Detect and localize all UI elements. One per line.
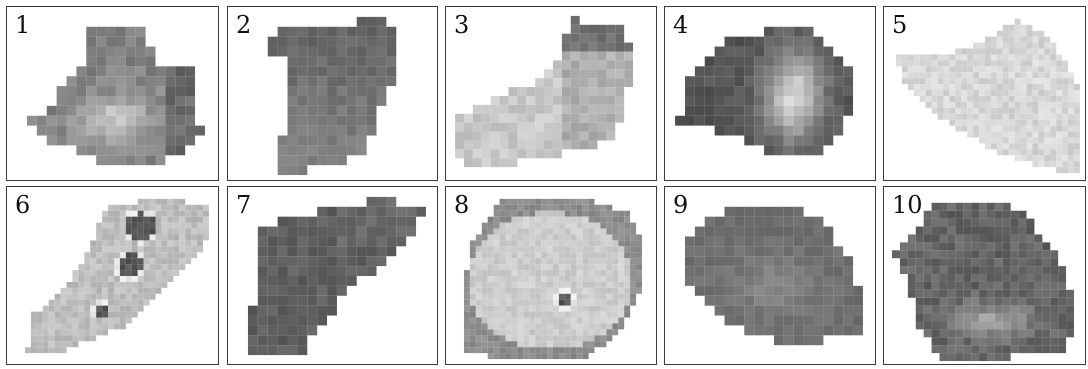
pixelated-shape-3 [455,15,634,168]
pixelated-shape-8 [463,198,642,360]
pixelated-shape-6 [24,198,209,354]
panel-number: 2 [236,11,252,39]
panel-number: 10 [892,191,923,219]
image-panel-7: 7 [227,186,438,365]
pixelated-shape-4 [675,26,854,156]
image-panel-3: 3 [445,6,657,181]
panel-number: 9 [673,191,689,219]
panel-number: 7 [236,191,252,219]
panel-number: 3 [454,11,470,39]
image-panel-10: 10 [883,186,1086,365]
image-panel-4: 4 [664,6,876,181]
pixelated-shape-2 [267,16,397,176]
pixelated-shape-10 [892,202,1074,362]
pixelated-shape-1 [26,26,205,166]
pixelated-shape-5 [896,18,1080,174]
panel-number: 1 [15,11,31,39]
pixelated-shape-9 [684,206,863,346]
panel-number: 8 [454,191,470,219]
image-panel-5: 5 [883,6,1086,181]
pixelated-shape-7 [247,196,426,356]
image-panel-6: 6 [6,186,219,365]
image-panel-8: 8 [445,186,657,365]
image-panel-9: 9 [664,186,876,365]
panel-number: 5 [892,11,908,39]
image-panel-2: 2 [227,6,438,181]
panel-number: 4 [673,11,689,39]
panel-number: 6 [15,191,31,219]
image-panel-1: 1 [6,6,219,181]
